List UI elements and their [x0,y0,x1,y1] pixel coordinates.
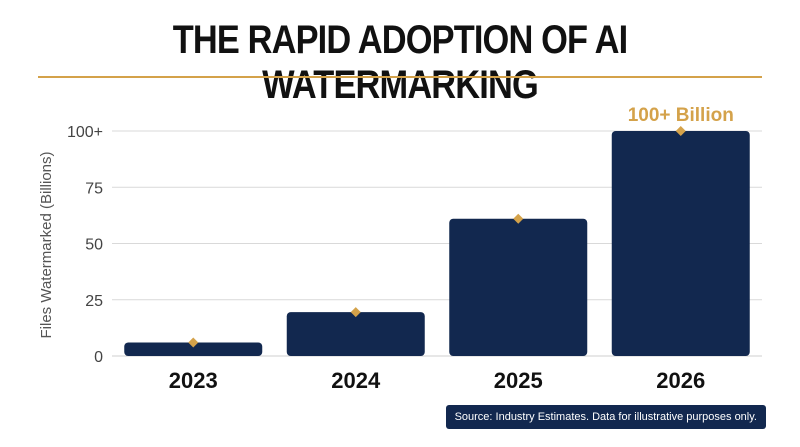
x-tick-label: 2023 [169,368,218,393]
source-note: Source: Industry Estimates. Data for ill… [445,405,766,429]
bar-top-marker [675,126,686,136]
bars [124,131,750,356]
bar [611,131,750,356]
bar [449,218,588,356]
bar [124,342,263,356]
y-tick-label: 0 [94,349,103,366]
annotation-label: 100+ Billion [628,105,734,126]
x-tick-label: 2026 [656,368,705,393]
y-axis-label: Files Watermarked (Billions) [38,152,55,339]
x-tick-label: 2025 [494,368,543,393]
title-divider [38,76,762,78]
y-tick-label: 75 [85,180,103,197]
bar-markers [188,126,686,348]
bar-top-marker [188,337,199,348]
y-tick-label: 25 [85,293,103,310]
x-tick-label: 2024 [331,368,381,393]
bar-top-marker [350,307,361,318]
chart-title: THE RAPID ADOPTION OF AI WATERMARKING [172,18,628,107]
bar [286,312,425,356]
y-tick-label: 100+ [67,124,103,141]
y-tick-label: 50 [85,237,103,254]
axis-ticks: 0 25 50 75 100+ 2023 2024 2025 2026 [67,124,705,393]
bar-top-marker [513,213,524,224]
